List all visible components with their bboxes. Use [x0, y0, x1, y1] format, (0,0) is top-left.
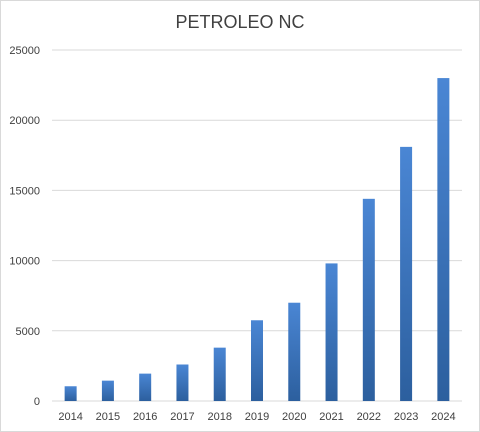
y-axis-tick-labels: 0 5000 10000 15000 20000 25000 [9, 45, 40, 408]
x-tick-label: 2014 [58, 411, 82, 423]
bar-2014 [64, 386, 77, 401]
bar-2018 [213, 347, 226, 401]
bar-2019 [251, 320, 263, 401]
bar-2020 [288, 302, 301, 401]
x-tick-label: 2024 [431, 411, 455, 423]
bar-2023 [400, 146, 413, 401]
bar-2017 [176, 364, 189, 401]
x-axis-tick-labels: 2014 2015 2016 2017 2018 2019 2020 2021 2022 2023… [58, 411, 455, 423]
x-tick-label: 2018 [207, 411, 231, 423]
y-tick-label: 0 [34, 396, 40, 408]
bar-2021 [325, 263, 338, 401]
bar-2022 [362, 198, 375, 401]
x-tick-label: 2017 [170, 411, 194, 423]
x-tick-label: 2020 [282, 411, 306, 423]
x-tick-label: 2016 [133, 411, 157, 423]
bars [64, 78, 450, 401]
y-tick-label: 5000 [16, 326, 40, 338]
bar-2024 [437, 78, 450, 401]
y-tick-label: 20000 [9, 115, 40, 127]
x-tick-label: 2023 [394, 411, 418, 423]
x-tick-label: 2021 [319, 411, 343, 423]
chart-title: PETROLEO NC [175, 12, 305, 32]
x-tick-label: 2022 [357, 411, 381, 423]
y-tick-label: 25000 [9, 45, 40, 57]
x-tick-label: 2019 [245, 411, 269, 423]
x-tick-label: 2015 [96, 411, 120, 423]
y-tick-label: 15000 [9, 185, 40, 197]
bar-2016 [139, 373, 152, 401]
y-tick-label: 10000 [9, 256, 40, 268]
bar-2015 [101, 380, 114, 401]
